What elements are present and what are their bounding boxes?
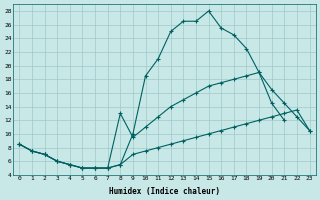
X-axis label: Humidex (Indice chaleur): Humidex (Indice chaleur) bbox=[109, 187, 220, 196]
